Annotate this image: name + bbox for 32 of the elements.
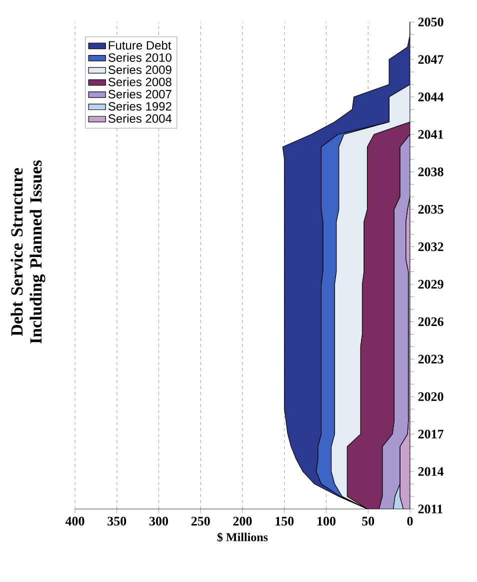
x-tick-label: 400 [65, 516, 84, 526]
x-tick-label: 150 [276, 516, 294, 526]
y-tick-label: 2032 [418, 242, 444, 252]
legend-label: Series 2009 [108, 65, 172, 74]
x-tick-label: 100 [318, 516, 336, 526]
y-tick-label: 2038 [418, 167, 444, 176]
y-tick-label: 2050 [418, 18, 444, 26]
legend-label: Series 2007 [108, 90, 172, 98]
x-tick-label: 200 [233, 516, 252, 526]
y-tick-label: 2047 [418, 55, 444, 64]
y-tick-label: 2017 [418, 430, 444, 438]
legend-label: Series 1992 [108, 102, 172, 111]
y-tick-label: 2011 [418, 504, 442, 514]
legend-label: Series 2008 [108, 77, 172, 86]
y-tick-label: 2041 [418, 130, 444, 139]
y-tick-label: 2029 [418, 280, 444, 289]
x-tick-label: 50 [362, 516, 374, 526]
x-tick-label: 350 [108, 516, 126, 526]
legend-label: Series 2004 [108, 114, 172, 123]
legend-label: Series 2010 [108, 53, 172, 62]
x-axis-title: $ Millions [217, 532, 268, 542]
y-tick-label: 2035 [418, 204, 444, 214]
y-tick-label: 2014 [418, 467, 444, 476]
y-tick-label: 2023 [418, 354, 444, 364]
x-tick-label: 300 [149, 516, 168, 526]
y-tick-label: 2026 [418, 317, 444, 326]
x-tick-label: 0 [407, 516, 413, 526]
text: Debt Service Structure Including Planned Issues [10, 160, 46, 344]
x-tick-label: 250 [191, 516, 210, 526]
legend-label: Future Debt [108, 40, 172, 50]
y-tick-label: 2044 [418, 92, 444, 102]
y-tick-label: 2020 [418, 392, 444, 401]
